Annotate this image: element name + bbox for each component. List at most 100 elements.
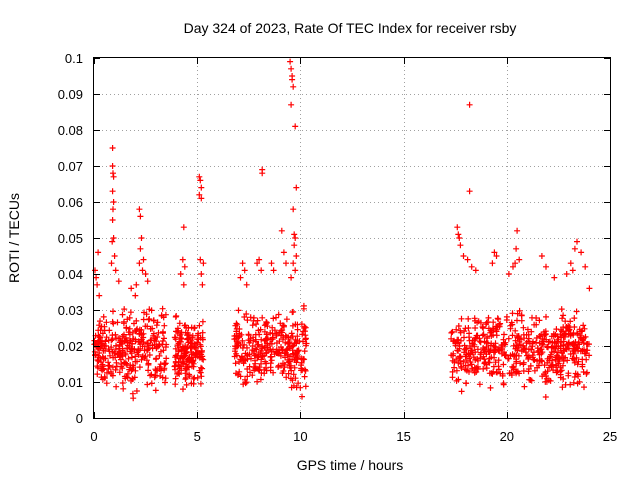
data-point bbox=[273, 314, 279, 321]
data-point bbox=[449, 374, 456, 381]
data-point bbox=[115, 278, 122, 285]
data-point bbox=[254, 378, 261, 385]
data-point bbox=[524, 326, 531, 333]
data-point bbox=[116, 369, 123, 376]
data-point bbox=[263, 344, 270, 351]
data-point bbox=[118, 363, 124, 370]
data-point bbox=[100, 313, 107, 320]
data-point bbox=[113, 383, 120, 390]
data-point bbox=[290, 371, 297, 378]
data-point bbox=[140, 334, 147, 341]
data-point bbox=[270, 369, 277, 376]
data-point bbox=[480, 331, 487, 338]
data-point bbox=[571, 315, 578, 322]
data-point bbox=[560, 376, 567, 382]
axis-tick-labels: 0 5 10 15 20 25 0 0.01 0.02 0.03 0.04 0.05 0.06 0.07 0… bbox=[58, 51, 618, 444]
data-point bbox=[250, 317, 257, 324]
data-point bbox=[121, 318, 127, 325]
data-point bbox=[575, 358, 582, 365]
data-point bbox=[547, 351, 554, 358]
data-point bbox=[288, 65, 295, 72]
data-point bbox=[153, 355, 160, 362]
data-point bbox=[133, 281, 140, 288]
data-point bbox=[175, 327, 182, 334]
data-point bbox=[146, 352, 153, 358]
data-point bbox=[496, 347, 503, 354]
data-point bbox=[180, 353, 187, 360]
data-point bbox=[92, 267, 98, 274]
data-point bbox=[150, 317, 157, 324]
data-point bbox=[516, 370, 523, 377]
data-point bbox=[133, 317, 140, 324]
data-point bbox=[241, 341, 248, 348]
data-point bbox=[458, 315, 465, 322]
data-point bbox=[501, 349, 507, 356]
data-point bbox=[181, 263, 188, 270]
data-point bbox=[455, 323, 462, 329]
data-point bbox=[461, 334, 467, 341]
data-point bbox=[264, 335, 271, 342]
data-point bbox=[275, 362, 282, 369]
data-point bbox=[198, 184, 205, 191]
data-point bbox=[454, 224, 461, 231]
data-point bbox=[466, 330, 473, 337]
data-point bbox=[148, 337, 155, 343]
data-point bbox=[512, 260, 519, 267]
data-point bbox=[527, 377, 534, 383]
data-point bbox=[505, 271, 512, 277]
data-point bbox=[512, 327, 519, 334]
data-point bbox=[113, 359, 120, 366]
data-point bbox=[291, 242, 298, 249]
data-point bbox=[455, 336, 462, 343]
data-point bbox=[188, 324, 195, 331]
y-tick-label: 0.02 bbox=[58, 339, 83, 354]
data-point bbox=[491, 354, 498, 361]
data-point bbox=[200, 356, 207, 363]
data-point bbox=[153, 344, 160, 351]
data-point bbox=[278, 344, 284, 350]
data-point bbox=[268, 260, 275, 267]
data-point bbox=[477, 339, 484, 346]
data-point bbox=[477, 355, 484, 361]
data-point bbox=[186, 373, 193, 380]
data-point bbox=[146, 306, 153, 313]
data-point bbox=[184, 344, 191, 351]
data-point bbox=[503, 313, 510, 320]
data-point bbox=[144, 340, 151, 347]
data-point bbox=[543, 263, 549, 270]
data-point bbox=[494, 315, 501, 322]
data-point bbox=[467, 343, 473, 349]
data-point bbox=[140, 316, 147, 323]
data-point bbox=[293, 184, 300, 191]
data-point bbox=[553, 342, 560, 349]
data-point bbox=[495, 357, 502, 364]
data-point bbox=[128, 350, 135, 357]
data-point bbox=[258, 353, 265, 359]
data-point bbox=[290, 206, 297, 213]
data-point bbox=[241, 267, 248, 274]
data-point bbox=[289, 76, 296, 83]
data-point bbox=[462, 366, 469, 373]
data-point bbox=[134, 325, 141, 332]
data-point bbox=[183, 349, 190, 356]
y-tick-label: 0.09 bbox=[58, 87, 83, 102]
data-point bbox=[101, 343, 108, 350]
data-point bbox=[458, 365, 465, 371]
data-point bbox=[500, 381, 507, 388]
data-point bbox=[273, 331, 280, 338]
data-point bbox=[142, 271, 149, 277]
data-point bbox=[580, 369, 587, 375]
y-tick-label: 0.06 bbox=[58, 195, 83, 210]
data-point bbox=[177, 344, 184, 351]
data-point bbox=[453, 326, 460, 333]
data-point bbox=[542, 378, 549, 385]
data-point bbox=[178, 367, 185, 374]
data-point bbox=[186, 334, 193, 341]
data-point bbox=[578, 249, 585, 256]
data-point bbox=[263, 360, 270, 367]
data-point bbox=[280, 368, 287, 374]
y-tick-label: 0.07 bbox=[58, 159, 83, 174]
data-point bbox=[158, 367, 164, 374]
data-point bbox=[501, 331, 507, 338]
